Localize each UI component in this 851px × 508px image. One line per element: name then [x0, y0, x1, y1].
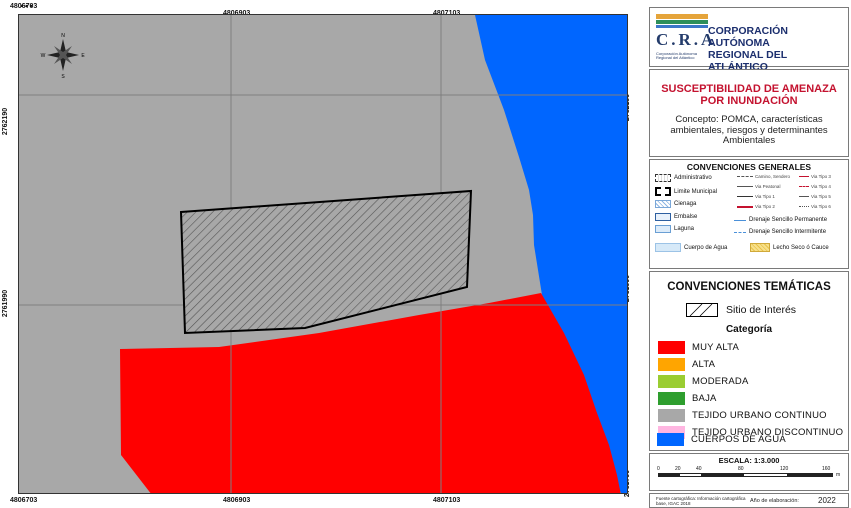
- legend-alta: ALTA: [658, 358, 715, 371]
- legend-tejido-continuo: TEJIDO URBANO CONTINUO: [658, 409, 827, 422]
- hatch-swatch-icon: [686, 303, 718, 317]
- cienaga-symbol-icon: [655, 200, 671, 208]
- scale-tick-20: 20: [675, 466, 681, 472]
- conv-lecho-seco: Lecho Seco ó Cauce: [750, 243, 829, 252]
- concept-text: Concepto: POMCA, características ambient…: [670, 114, 828, 146]
- laguna-symbol-icon: [655, 225, 671, 233]
- coord-left-2: 2761990: [2, 289, 10, 318]
- conv-tipo4: Via Tipo 4: [799, 184, 831, 189]
- thematic-conventions: CONVENCIONES TEMÁTICAS Sitio de Interés …: [649, 271, 849, 451]
- conv-tipo3: Via Tipo 3: [799, 174, 831, 179]
- admin-symbol-icon: [655, 174, 671, 182]
- title-line2: POR INUNDACIÓN: [700, 95, 798, 107]
- scale-tick-120: 120: [780, 466, 789, 472]
- coord-bottom-2: 4806903: [223, 497, 251, 504]
- swatch-moderada: [658, 375, 685, 388]
- footer-box: Fuente cartográfica: Información cartogr…: [649, 493, 849, 508]
- coord-left-1: 2762190: [2, 107, 10, 136]
- year-label: Año de elaboración:: [750, 498, 799, 504]
- scale-tick-160: 160: [822, 466, 831, 472]
- conv-administrativo: Administrativo: [655, 174, 712, 182]
- legend-cuerpos-agua: CUERPOS DE AGUA: [657, 433, 786, 446]
- lecho-symbol-icon: [750, 243, 770, 252]
- compass-rose-icon: N S E W: [41, 33, 86, 80]
- scale-box: ESCALA: 1:3.000 0 20 40 80 120 160 m: [649, 453, 849, 491]
- cra-logo-icon: C.R.A Corporación Autónoma Regional del …: [656, 14, 713, 64]
- legend-muy-alta: MUY ALTA: [658, 341, 739, 354]
- limit-symbol-icon: [655, 187, 671, 196]
- year-value: 2022: [818, 496, 836, 505]
- legend-baja: BAJA: [658, 392, 717, 405]
- map-area[interactable]: … 4806703 4806903 4807103 4806703 480690…: [0, 0, 645, 508]
- conv-drenaje-intermitente: Drenaje Sencillo Intermitente: [734, 229, 826, 235]
- map-title: SUSCEPTIBILIDAD DE AMENAZA POR INUNDACIÓ…: [650, 83, 848, 107]
- conv-cienaga: Cienaga: [655, 200, 696, 208]
- general-conventions: CONVENCIONES GENERALES Administrativo Li…: [649, 159, 849, 269]
- swatch-tejido-continuo: [658, 409, 685, 422]
- scale-tick-80: 80: [738, 466, 744, 472]
- map-canvas[interactable]: N S E W: [19, 15, 628, 494]
- compass-w: W: [41, 53, 46, 59]
- conv-embalse: Embalse: [655, 213, 697, 221]
- conv-laguna: Laguna: [655, 225, 694, 233]
- compass-e: E: [81, 53, 85, 59]
- conv-cuerpo-agua: Cuerpo de Agua: [655, 243, 727, 252]
- org-name-line1: CORPORACIÓN AUTÓNOMA: [708, 25, 788, 49]
- coord-top-1: 4806703: [10, 3, 38, 10]
- thematic-title: CONVENCIONES TEMÁTICAS: [667, 281, 831, 293]
- site-of-interest[interactable]: [179, 189, 473, 335]
- organization-name: CORPORACIÓN AUTÓNOMA REGIONAL DEL ATLÁNT…: [708, 25, 848, 73]
- legend-site-of-interest: Sitio de Interés: [686, 303, 796, 317]
- coord-top-2: 4806903: [223, 10, 250, 17]
- title-line1: SUSCEPTIBILIDAD DE AMENAZA: [661, 83, 837, 95]
- coord-top-3: 4807103: [433, 10, 460, 17]
- embalse-symbol-icon: [655, 213, 671, 221]
- title-box: SUSCEPTIBILIDAD DE AMENAZA POR INUNDACIÓ…: [649, 69, 849, 157]
- water-body: [475, 15, 627, 493]
- swatch-alta: [658, 358, 685, 371]
- conv-limite: Limite Municipal: [655, 187, 717, 196]
- muy-alta-zone: [120, 293, 621, 493]
- site-label: Sitio de Interés: [726, 304, 797, 316]
- compass-s: S: [61, 74, 65, 80]
- swatch-baja: [658, 392, 685, 405]
- legend-moderada: MODERADA: [658, 375, 749, 388]
- scale-tick-40: 40: [696, 466, 702, 472]
- scale-tick-0: 0: [657, 466, 660, 472]
- map-frame[interactable]: N S E W: [18, 14, 628, 494]
- water-symbol-icon: [655, 243, 681, 252]
- map-title-cut: …: [20, 0, 34, 10]
- swatch-cuerpos-agua: [657, 433, 684, 446]
- scale-unit: m: [836, 472, 841, 478]
- scale-title: ESCALA: 1:3.000: [718, 456, 780, 465]
- conv-drenaje-permanente: Drenaje Sencillo Permanente: [734, 217, 827, 223]
- compass-n: N: [61, 33, 65, 39]
- conv-tipo5: Via Tipo 5: [799, 194, 831, 199]
- scale-bar: [658, 473, 833, 477]
- conv-tipo2: Via Tipo 2: [737, 204, 775, 209]
- general-title: CONVENCIONES GENERALES: [686, 162, 812, 172]
- logo-text: C.R.A: [656, 30, 717, 49]
- conv-peatonal: Via Peatonal: [737, 184, 780, 189]
- legend-panel: C.R.A Corporación Autónoma Regional del …: [645, 7, 851, 508]
- conv-tipo6: Via Tipo 6: [799, 204, 831, 209]
- category-title: Categoría: [725, 324, 773, 335]
- source-text: Fuente cartográfica: Información cartogr…: [656, 496, 746, 506]
- conv-tipo1: Via Tipo 1: [737, 194, 775, 199]
- coord-bottom-1: 4806703: [10, 497, 38, 504]
- coord-bottom-3: 4807103: [433, 497, 461, 504]
- conv-camino: Camino, Sendero: [737, 174, 790, 179]
- brand-box: C.R.A Corporación Autónoma Regional del …: [649, 7, 849, 73]
- logo-subtext: Corporación Autónoma Regional del Atlánt…: [656, 51, 697, 60]
- swatch-muy-alta: [658, 341, 685, 354]
